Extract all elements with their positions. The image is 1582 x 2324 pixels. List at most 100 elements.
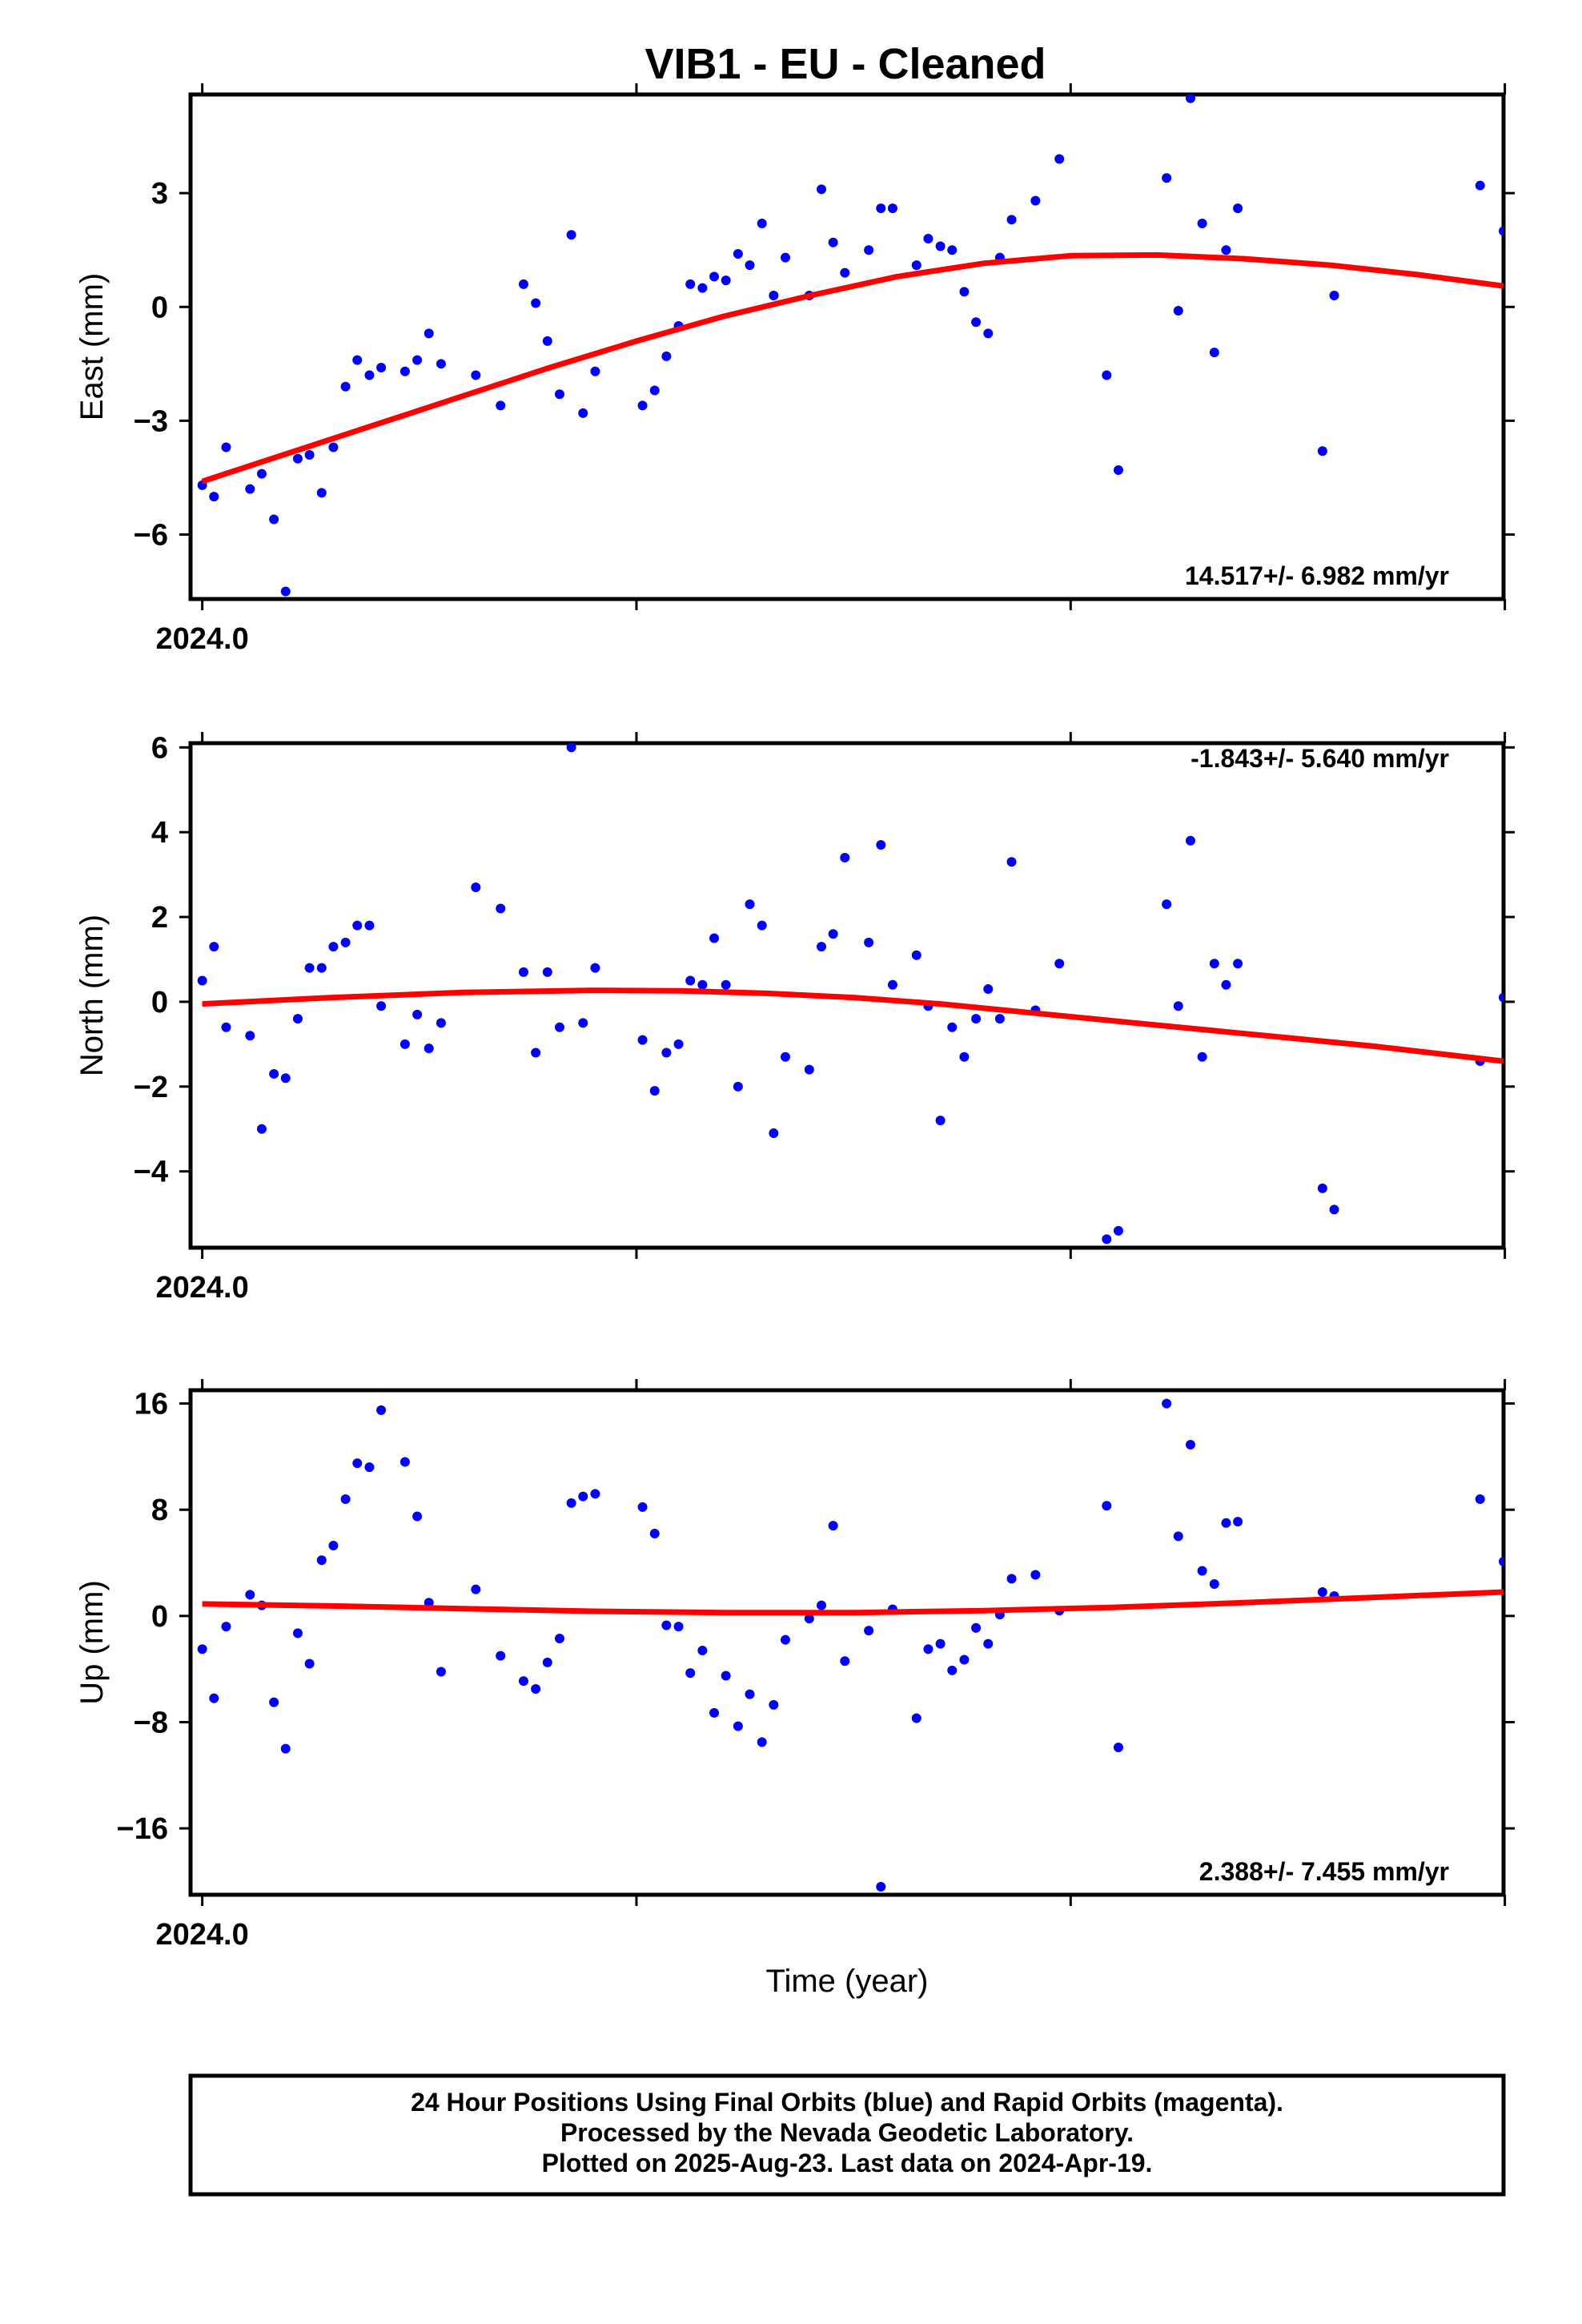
up-data-point <box>864 1626 874 1636</box>
east-data-point <box>1054 154 1065 164</box>
north-data-point <box>817 942 827 952</box>
east-data-point <box>876 203 886 214</box>
east-data-point <box>471 370 481 380</box>
up-fit-line <box>202 1589 1504 1616</box>
up-data-point <box>840 1656 850 1667</box>
up-data-point <box>328 1540 339 1550</box>
up-data-point <box>496 1651 506 1661</box>
east-data-point <box>1317 446 1327 456</box>
north-data-point <box>1054 959 1065 969</box>
north-data-point <box>531 1047 541 1058</box>
north-data-point <box>578 1018 588 1028</box>
north-data-point <box>364 920 375 931</box>
east-panel: 2024.0 −6 −3 0 3 East (mm) 14.517+/- 6.982 mm/… <box>74 83 1515 656</box>
north-data-point <box>983 984 994 995</box>
up-data-point <box>590 1489 600 1499</box>
north-y-tick-label: −2 <box>134 1071 168 1104</box>
footer-line-2: Processed by the Nevada Geodetic Laborat… <box>560 2118 1134 2147</box>
up-data-point <box>661 1620 672 1630</box>
up-data-point <box>733 1721 743 1731</box>
north-y-tick-label: −4 <box>134 1156 168 1189</box>
up-data-point <box>1185 1439 1195 1449</box>
up-data-point <box>531 1684 541 1695</box>
up-data-point <box>649 1529 660 1539</box>
up-data-point <box>197 1644 207 1655</box>
up-data-point <box>673 1622 684 1632</box>
up-y-tick-label: 8 <box>151 1494 168 1527</box>
up-data-point <box>876 1882 886 1892</box>
up-data-point <box>471 1584 481 1594</box>
north-x-tick-label: 2024.0 <box>156 1271 249 1305</box>
east-data-point <box>840 267 850 278</box>
east-data-point <box>1102 370 1112 380</box>
north-data-point <box>424 1043 434 1054</box>
up-data-point <box>1197 1566 1207 1576</box>
east-data-point <box>578 408 588 418</box>
east-data-point <box>364 370 375 380</box>
up-data-point <box>757 1737 767 1747</box>
east-data-point <box>424 328 434 339</box>
up-data-point <box>221 1622 231 1632</box>
east-data-point <box>209 492 219 502</box>
east-data-point <box>733 248 743 259</box>
east-y-axis-label: East (mm) <box>74 273 110 420</box>
east-data-point <box>1209 348 1219 358</box>
north-data <box>197 743 1504 1244</box>
up-data-point <box>316 1555 327 1566</box>
up-y-tick-label: 16 <box>135 1388 168 1421</box>
north-data-point <box>780 1051 790 1062</box>
north-data-point <box>1006 857 1017 867</box>
up-data-point <box>971 1622 982 1633</box>
north-data-point <box>673 1039 684 1049</box>
east-rate-label: 14.517+/- 6.982 mm/yr <box>1185 561 1449 590</box>
east-data-point <box>780 252 790 263</box>
north-data-point <box>661 1047 672 1058</box>
up-data-point <box>292 1628 303 1638</box>
up-data-point <box>959 1655 970 1665</box>
north-data-point <box>436 1018 446 1028</box>
north-data-point <box>1162 899 1172 910</box>
north-data-point <box>376 1001 387 1011</box>
north-data-point <box>304 963 315 973</box>
east-data-point <box>256 468 267 479</box>
up-data-point <box>352 1458 363 1469</box>
east-data-point <box>828 237 838 247</box>
east-data-point <box>911 260 921 271</box>
up-frame <box>188 1388 1506 1897</box>
x-axis-label: Time (year) <box>766 1964 929 1999</box>
east-frame <box>188 92 1506 601</box>
north-data-point <box>1317 1183 1327 1193</box>
up-data-point <box>685 1668 696 1679</box>
up-data-point <box>542 1657 552 1667</box>
east-data-point <box>496 400 506 411</box>
north-data-point <box>269 1068 279 1079</box>
up-data-point <box>400 1457 410 1467</box>
north-data-point <box>935 1116 946 1126</box>
north-data-point <box>471 883 481 892</box>
east-data-point <box>649 385 660 396</box>
up-data-point <box>697 1645 708 1655</box>
east-data-point <box>1221 245 1231 255</box>
north-y-tick-label: 0 <box>151 986 168 1019</box>
up-data-point <box>436 1667 446 1677</box>
north-data-point <box>1221 979 1231 990</box>
north-data-point <box>245 1031 255 1041</box>
north-data-point <box>745 899 755 910</box>
east-data-point <box>245 484 255 494</box>
up-data-point <box>911 1713 921 1723</box>
up-data-point <box>637 1502 648 1512</box>
north-data-point <box>221 1022 231 1032</box>
north-data-point <box>590 963 600 973</box>
north-data-point <box>496 903 506 914</box>
east-data-point <box>352 355 363 365</box>
up-data-point <box>376 1405 387 1415</box>
north-data-point <box>769 1128 779 1139</box>
up-data-point <box>745 1689 755 1699</box>
up-y-tick-label: 0 <box>151 1600 168 1634</box>
up-data-point <box>280 1743 291 1754</box>
up-panel: 2024.0 −16 −8 0 8 16 Up (mm) 2.388+/- 7.455 mm/… <box>74 1379 1515 1952</box>
north-data-point <box>542 967 552 977</box>
east-data-point <box>1113 464 1123 475</box>
north-data-point <box>1209 959 1219 969</box>
up-data-point <box>424 1598 434 1608</box>
